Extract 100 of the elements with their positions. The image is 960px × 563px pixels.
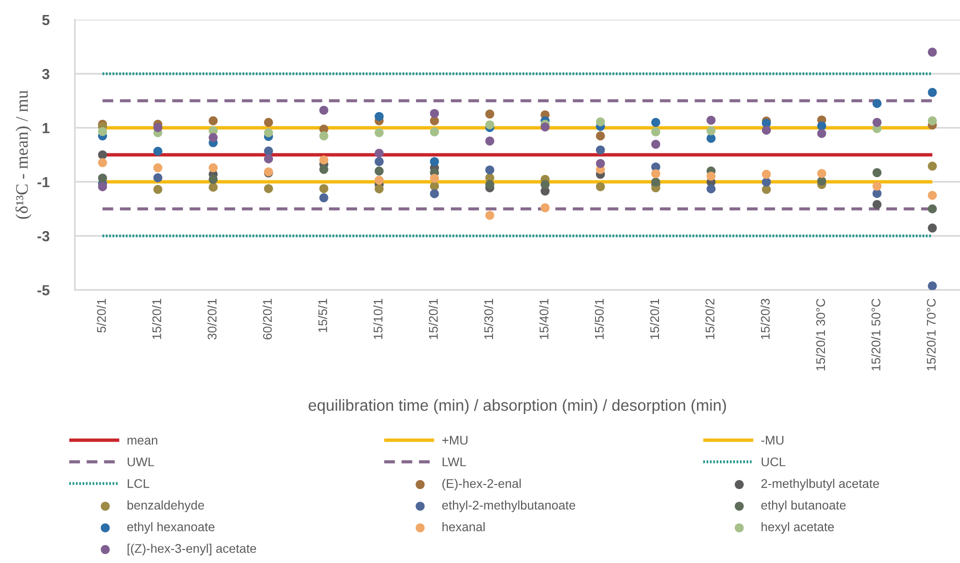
point — [872, 118, 882, 127]
x-axis-title: equilibration time (min) / absorption (min) / desorption (min) — [308, 399, 726, 414]
point — [872, 188, 882, 198]
point — [208, 133, 218, 142]
point — [651, 169, 660, 178]
point — [706, 116, 716, 125]
legend-label: ethyl hexanoate — [127, 522, 214, 534]
legend-label: hexanal — [442, 522, 485, 532]
legend-label: UCL — [762, 457, 786, 466]
point — [596, 117, 605, 126]
point — [817, 168, 826, 178]
x-tick-label: 15/20/1 50°C — [871, 298, 880, 370]
point — [264, 146, 273, 156]
point — [98, 182, 108, 192]
point — [374, 176, 384, 185]
point — [485, 210, 494, 220]
point — [264, 154, 273, 164]
point — [319, 164, 328, 174]
point — [319, 193, 328, 202]
x-tick-label: 5/20/1 — [96, 298, 106, 333]
x-tick-label: 15/30/1 — [484, 298, 494, 340]
point — [817, 176, 826, 186]
x-tick-label: 15/20/1 — [650, 298, 660, 340]
y-tick-label: 3 — [42, 68, 50, 80]
point — [430, 108, 439, 118]
point — [762, 178, 771, 187]
legend-label: +MU — [442, 436, 468, 445]
point — [374, 157, 384, 166]
point — [596, 131, 605, 140]
legend-label: UWL — [128, 458, 154, 466]
legend-label: -MU — [761, 436, 784, 445]
x-tick-label: 15/20/3 — [760, 298, 770, 340]
y-axis-title: (δ¹³C - mean) / mu — [16, 90, 32, 219]
x-tick-label: 15/20/1 30°C — [816, 298, 826, 370]
point — [319, 106, 328, 115]
point — [872, 98, 882, 108]
point — [485, 110, 494, 119]
legend-label: hexyl acetate — [762, 522, 834, 534]
point — [374, 184, 384, 194]
x-tick-label: 15/20/1 — [152, 298, 162, 340]
point — [651, 127, 660, 136]
x-tick-label: 60/20/1 — [262, 298, 272, 340]
point — [153, 184, 162, 194]
x-tick-label: 15/40/1 — [539, 298, 548, 340]
point — [872, 200, 882, 210]
point — [762, 126, 771, 135]
point — [319, 184, 328, 194]
x-tick-label: 15/50/1 — [594, 298, 604, 340]
legend-label: [(Z)-hex-3-enyl] acetate — [128, 544, 256, 556]
legend-label: (E)-hex-2-enal — [442, 478, 521, 490]
point — [153, 173, 162, 182]
point — [706, 172, 716, 181]
x-tick-label: 15/20/1 — [428, 298, 438, 340]
point — [540, 122, 550, 132]
point — [651, 140, 660, 149]
point — [264, 118, 273, 127]
point — [928, 88, 937, 97]
point — [872, 168, 882, 178]
legend-label: LWL — [442, 458, 466, 466]
point — [928, 190, 937, 200]
point — [762, 170, 771, 179]
legend-label: ethyl butanoate — [761, 500, 846, 512]
point — [928, 162, 937, 171]
y-tick-label: -3 — [37, 231, 50, 242]
point — [208, 182, 218, 192]
point — [208, 116, 218, 126]
x-tick-label: 30/20/1 — [207, 298, 217, 340]
point — [596, 145, 605, 154]
point — [928, 224, 937, 233]
legend-label: mean — [128, 438, 158, 445]
point — [374, 112, 384, 121]
point — [264, 184, 273, 194]
point — [706, 134, 716, 143]
point — [430, 174, 439, 183]
point — [430, 189, 439, 198]
point — [706, 184, 716, 194]
y-tick-label: -5 — [37, 285, 50, 296]
point — [928, 116, 937, 126]
point — [319, 131, 328, 140]
point — [208, 174, 218, 184]
point — [264, 128, 273, 138]
point — [430, 157, 439, 166]
point — [928, 281, 937, 290]
point — [153, 163, 162, 172]
point — [928, 204, 937, 214]
legend-label: LCL — [128, 479, 150, 488]
point — [485, 180, 494, 190]
point — [485, 120, 494, 130]
point — [651, 118, 660, 127]
x-tick-label: 15/20/1 70°C — [926, 298, 936, 370]
point — [817, 128, 826, 138]
legend-label: ethyl-2-methylbutanoate — [442, 500, 576, 512]
legend-label: benzaldehyde — [128, 500, 204, 512]
point — [928, 48, 937, 57]
x-tick-label: 15/20/2 — [705, 298, 714, 340]
x-tick-label: 15/10/1 — [373, 298, 382, 340]
point — [540, 180, 550, 190]
legend-label: 2-methylbutyl acetate — [761, 478, 880, 490]
point — [374, 148, 384, 158]
point — [485, 165, 494, 174]
